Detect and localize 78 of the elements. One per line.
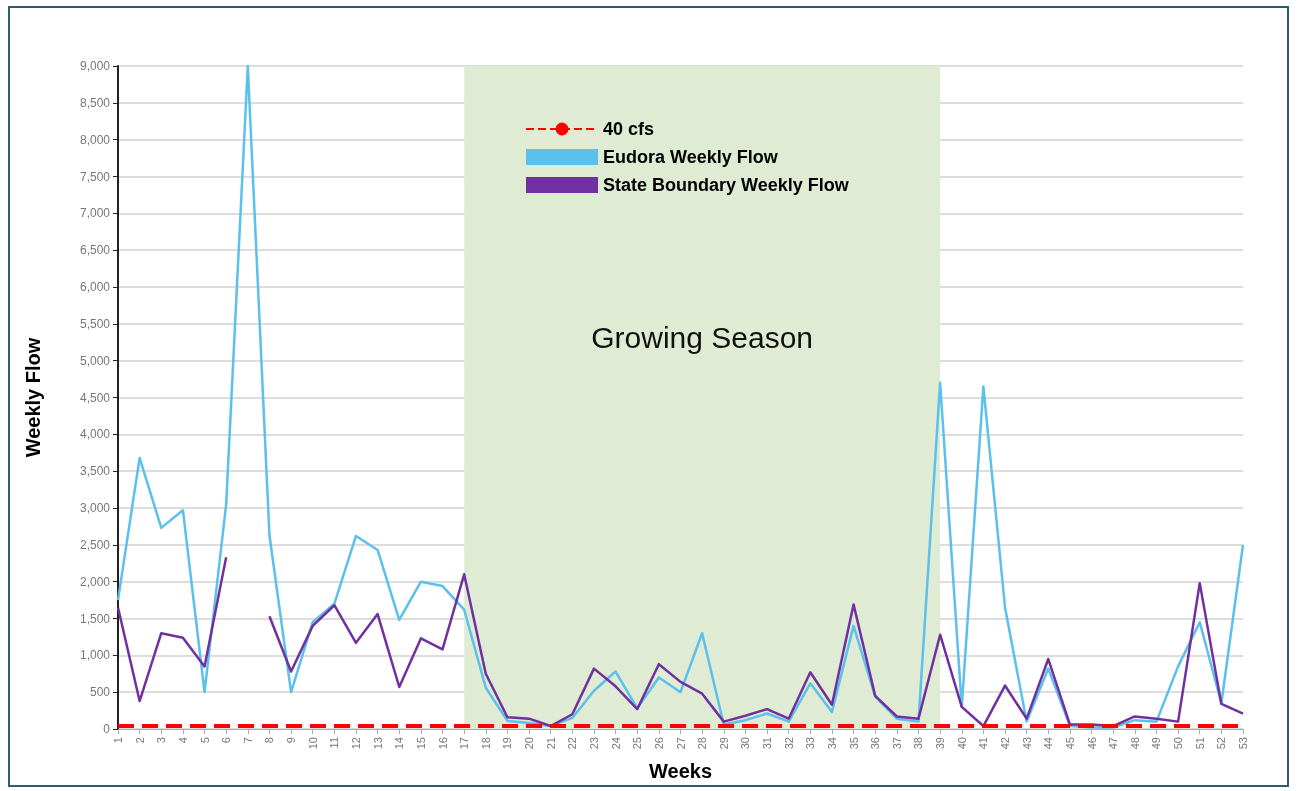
band-label: Growing Season: [591, 321, 814, 354]
x-tick-label: 25: [631, 737, 644, 750]
x-tick-label: 34: [825, 737, 838, 750]
x-tick-label: 15: [414, 737, 427, 750]
x-tick-label: 48: [1128, 737, 1141, 750]
y-tick-label: 2,000: [79, 574, 111, 589]
y-tick-label: 8,000: [79, 132, 111, 147]
y-tick-label: 4,500: [79, 390, 111, 405]
x-tick-label: 14: [393, 737, 406, 750]
x-tick-label: 27: [674, 737, 687, 750]
x-tick-label: 38: [912, 737, 925, 750]
y-axis-title: Weekly Flow: [22, 337, 44, 458]
x-tick-label: 33: [804, 737, 817, 750]
x-tick-label: 45: [1063, 737, 1076, 750]
y-tick-label: 500: [89, 685, 111, 700]
y-tick-label: 9,000: [79, 59, 111, 73]
y-tick-label: 7,500: [79, 169, 111, 184]
x-tick-label: 42: [999, 737, 1012, 750]
x-tick-label: 37: [890, 737, 903, 750]
legend-label: State Boundary Weekly Flow: [603, 175, 850, 195]
x-tick-label: 4: [176, 737, 189, 744]
x-tick-label: 10: [306, 737, 319, 750]
x-tick-label: 28: [696, 737, 709, 750]
y-tick-label: 6,500: [79, 243, 111, 258]
x-tick-label: 23: [587, 737, 600, 750]
x-tick-label: 21: [544, 737, 557, 750]
x-tick-label: 50: [1172, 737, 1185, 750]
x-tick-label: 39: [934, 737, 947, 750]
x-tick-label: 13: [371, 737, 384, 750]
x-tick-label: 32: [782, 737, 795, 750]
y-tick-label: 6,000: [79, 280, 111, 294]
x-tick-label: 52: [1215, 737, 1228, 750]
x-tick-label: 41: [977, 737, 990, 750]
x-tick-label: 40: [955, 737, 968, 750]
legend-label: Eudora Weekly Flow: [603, 147, 779, 167]
x-tick-label: 24: [609, 737, 622, 750]
y-tick-label: 5,000: [79, 353, 111, 368]
x-tick-label: 46: [1085, 737, 1098, 750]
x-tick-label: 3: [155, 737, 168, 744]
x-tick-label: 18: [479, 737, 492, 750]
x-tick-label: 17: [458, 737, 471, 750]
x-tick-label: 1: [112, 737, 124, 744]
x-axis-title: Weeks: [648, 760, 713, 782]
x-tick-label: 30: [739, 737, 752, 750]
y-tick-label: 1,500: [79, 611, 111, 626]
x-tick-label: 36: [869, 737, 882, 750]
y-tick-label: 2,500: [79, 537, 111, 552]
y-tick-label: 1,000: [79, 648, 111, 663]
x-tick-label: 35: [847, 737, 860, 750]
x-tick-label: 22: [566, 737, 579, 750]
x-tick-label: 53: [1237, 737, 1249, 750]
x-tick-label: 49: [1150, 737, 1163, 750]
x-tick-label: 19: [501, 737, 514, 750]
x-tick-label: 31: [761, 737, 774, 750]
y-tick-label: 3,500: [79, 464, 111, 479]
x-tick-label: 8: [263, 737, 276, 744]
y-tick-label: 7,000: [79, 206, 111, 221]
x-tick-label: 16: [436, 737, 449, 750]
x-tick-label: 11: [328, 737, 341, 749]
y-tick-label: 4,000: [79, 427, 111, 442]
legend-label: 40 cfs: [603, 119, 655, 139]
y-tick-label: 0: [103, 722, 111, 736]
x-tick-label: 51: [1193, 737, 1206, 750]
x-tick-label: 26: [652, 737, 665, 750]
x-tick-label: 5: [198, 737, 211, 744]
x-tick-label: 47: [1107, 737, 1120, 750]
x-tick-label: 43: [1020, 737, 1033, 750]
x-tick-label: 6: [220, 737, 233, 744]
x-tick-label: 20: [523, 737, 536, 750]
x-tick-label: 7: [241, 737, 254, 744]
x-tick-label: 2: [133, 737, 146, 744]
y-tick-label: 5,500: [79, 316, 111, 331]
x-tick-label: 12: [349, 737, 362, 750]
x-tick-label: 29: [717, 737, 730, 750]
y-tick-label: 3,000: [79, 501, 111, 515]
x-tick-label: 9: [285, 737, 298, 744]
y-tick-label: 8,500: [79, 95, 111, 110]
x-tick-label: 44: [1042, 737, 1055, 750]
